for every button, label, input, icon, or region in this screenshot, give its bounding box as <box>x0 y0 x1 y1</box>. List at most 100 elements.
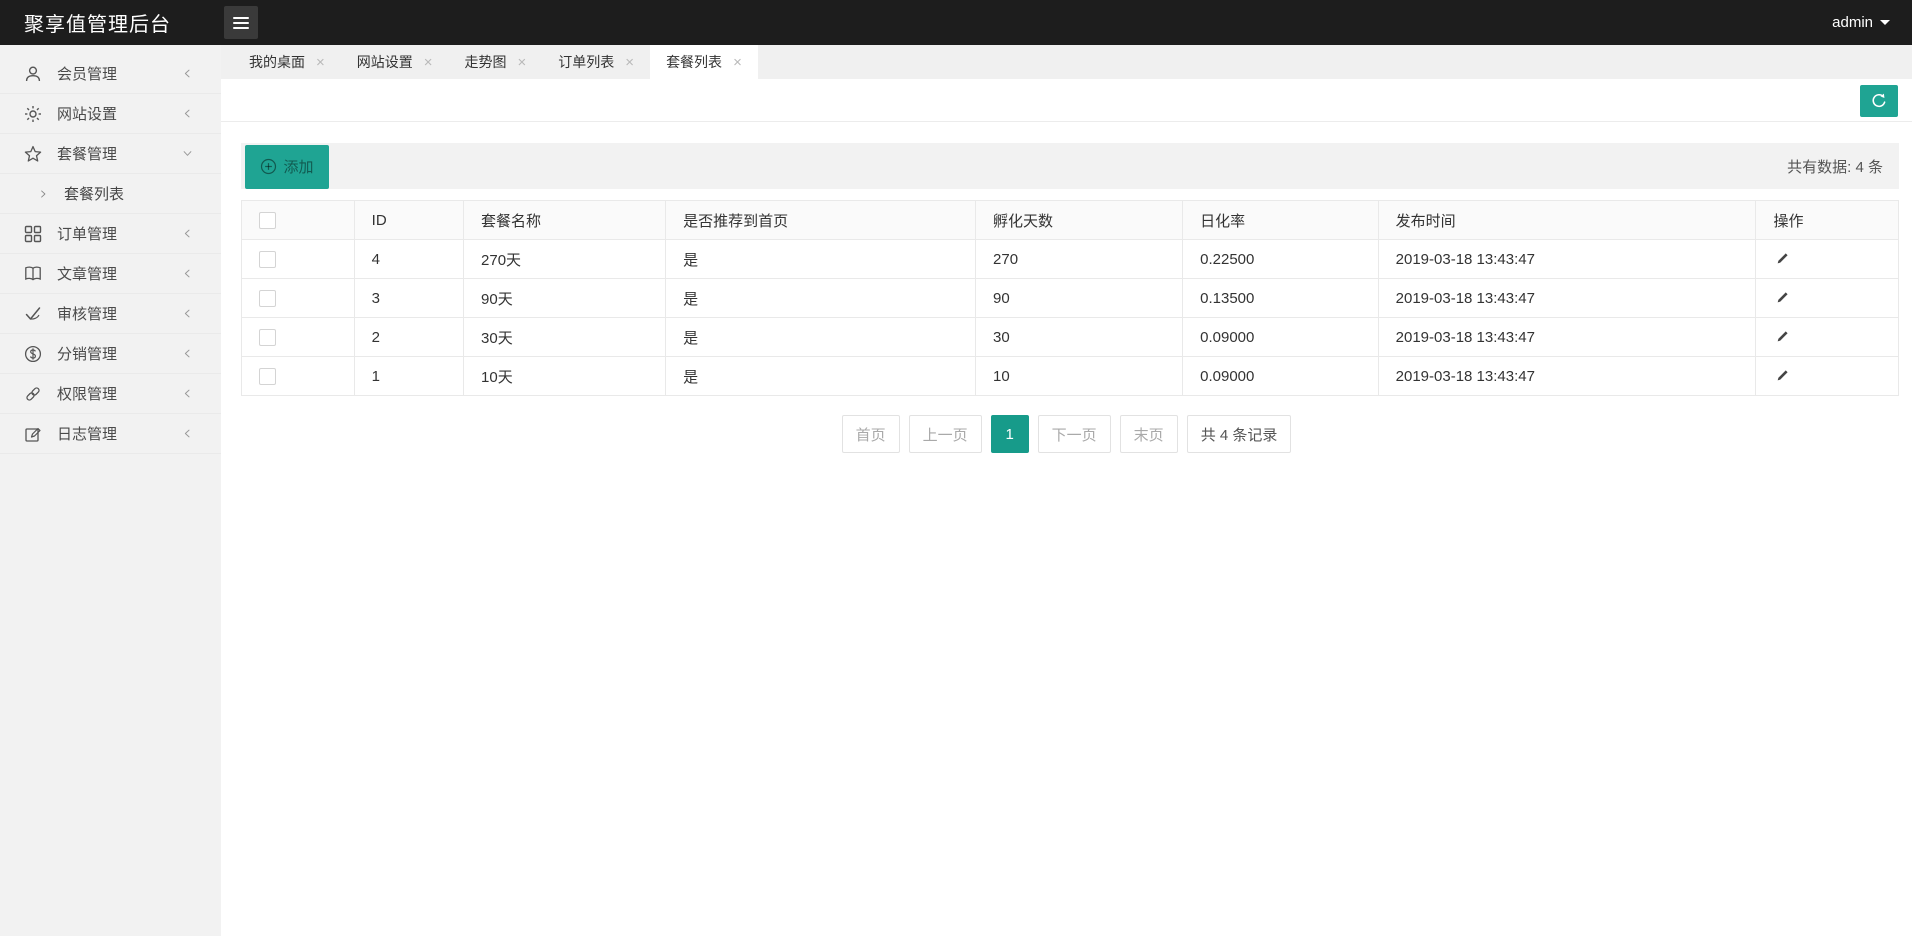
table-row: 3 90天 是 90 0.13500 2019-03-18 13:43:47 <box>241 278 1899 318</box>
column-header-hatch-days: 孵化天数 <box>975 200 1184 240</box>
data-count-label: 共有数据: 4 条 <box>1787 158 1883 176</box>
tab-close-icon[interactable]: × <box>517 53 527 71</box>
page-next-button[interactable]: 下一页 <box>1037 415 1111 453</box>
package-table: ID 套餐名称 是否推荐到首页 孵化天数 日化率 发布时间 操作 4 <box>241 200 1899 396</box>
cell-daily-rate: 0.09000 <box>1182 317 1379 357</box>
cell-publish-time: 2019-03-18 13:43:47 <box>1377 317 1757 357</box>
cell-hatch-days: 30 <box>975 317 1184 357</box>
edit-row-button[interactable] <box>1773 249 1792 268</box>
row-checkbox[interactable] <box>259 250 276 268</box>
row-checkbox[interactable] <box>259 289 276 307</box>
sidebar-item-label: 权限管理 <box>57 386 118 403</box>
tab-order-list[interactable]: 订单列表 × <box>542 45 650 79</box>
row-checkbox[interactable] <box>259 328 276 346</box>
sidebar-item-permissions[interactable]: 权限管理 <box>0 374 221 414</box>
select-all-checkbox[interactable] <box>259 211 276 229</box>
column-header-publish-time: 发布时间 <box>1377 200 1757 240</box>
sidebar-item-orders[interactable]: 订单管理 <box>0 214 221 254</box>
pencil-icon <box>1775 251 1790 266</box>
table-row: 4 270天 是 270 0.22500 2019-03-18 13:43:47 <box>241 239 1899 279</box>
user-menu[interactable]: admin <box>1832 14 1890 31</box>
pencil-icon <box>1775 329 1790 344</box>
sidebar-subitem-package-list[interactable]: 套餐列表 <box>0 174 221 214</box>
sidebar-item-audit[interactable]: 审核管理 <box>0 294 221 334</box>
sidebar-item-articles[interactable]: 文章管理 <box>0 254 221 294</box>
chevron-left-icon <box>182 68 193 79</box>
edit-icon <box>24 425 42 443</box>
sidebar-item-label: 日志管理 <box>57 426 118 443</box>
toolbar: 添加 共有数据: 4 条 <box>241 143 1899 189</box>
add-button[interactable]: 添加 <box>245 144 329 189</box>
cell-recommend: 是 <box>665 317 977 357</box>
page-prev-button[interactable]: 上一页 <box>908 415 982 453</box>
page-first-button[interactable]: 首页 <box>841 415 900 453</box>
tab-package-list[interactable]: 套餐列表 × <box>650 45 758 79</box>
row-checkbox[interactable] <box>259 367 276 385</box>
tab-label: 套餐列表 <box>666 54 723 70</box>
audit-icon <box>24 305 42 323</box>
sidebar-item-label: 套餐管理 <box>57 146 118 163</box>
username-label: admin <box>1832 14 1873 31</box>
sidebar-item-distribution[interactable]: 分销管理 <box>0 334 221 374</box>
sidebar-item-members[interactable]: 会员管理 <box>0 54 221 94</box>
cell-id: 1 <box>353 356 465 396</box>
tab-label: 走势图 <box>464 54 507 70</box>
edit-row-button[interactable] <box>1773 288 1792 307</box>
content-header-strip <box>221 79 1912 122</box>
sidebar-toggle-button[interactable] <box>224 6 258 39</box>
table-row: 2 30天 是 30 0.09000 2019-03-18 13:43:47 <box>241 317 1899 357</box>
plus-circle-icon <box>260 158 277 175</box>
cell-publish-time: 2019-03-18 13:43:47 <box>1377 239 1757 279</box>
sidebar-item-label: 审核管理 <box>57 306 118 323</box>
column-header-package-name: 套餐名称 <box>463 200 667 240</box>
sidebar-item-site-settings[interactable]: 网站设置 <box>0 94 221 134</box>
sidebar-item-label: 会员管理 <box>57 66 118 83</box>
cell-recommend: 是 <box>665 356 977 396</box>
page-number-button[interactable]: 1 <box>990 415 1029 453</box>
book-icon <box>24 265 42 283</box>
cell-package-name: 90天 <box>463 278 667 318</box>
add-button-label: 添加 <box>283 159 314 176</box>
chevron-left-icon <box>182 268 193 279</box>
cell-publish-time: 2019-03-18 13:43:47 <box>1377 356 1757 396</box>
table-row: 1 10天 是 10 0.09000 2019-03-18 13:43:47 <box>241 356 1899 396</box>
tab-close-icon[interactable]: × <box>423 53 433 71</box>
tab-desktop[interactable]: 我的桌面 × <box>233 45 341 79</box>
tab-label: 我的桌面 <box>249 54 305 70</box>
page-last-button[interactable]: 末页 <box>1119 415 1178 453</box>
tab-close-icon[interactable]: × <box>316 53 325 71</box>
chevron-left-icon <box>182 348 193 359</box>
dollar-icon <box>24 345 42 363</box>
column-header-id: ID <box>353 200 465 240</box>
tab-close-icon[interactable]: × <box>733 53 742 71</box>
edit-row-button[interactable] <box>1773 327 1792 346</box>
cell-id: 4 <box>353 239 465 279</box>
tab-label: 网站设置 <box>356 54 413 70</box>
tab-label: 订单列表 <box>558 54 615 70</box>
chevron-left-icon <box>182 308 193 319</box>
sidebar-item-label: 网站设置 <box>57 106 118 123</box>
refresh-button[interactable] <box>1860 85 1898 117</box>
edit-row-button[interactable] <box>1773 366 1792 385</box>
tab-trend-chart[interactable]: 走势图 × <box>449 45 543 79</box>
pagination: 首页 上一页 1 下一页 末页 共 4 条记录 <box>221 415 1912 453</box>
chevron-left-icon <box>182 428 193 439</box>
caret-down-icon <box>1880 20 1890 30</box>
cell-hatch-days: 10 <box>975 356 1184 396</box>
cell-daily-rate: 0.09000 <box>1182 356 1379 396</box>
pencil-icon <box>1775 368 1790 383</box>
sidebar-item-label: 文章管理 <box>57 266 118 283</box>
sidebar-item-logs[interactable]: 日志管理 <box>0 414 221 454</box>
app-title: 聚享值管理后台 <box>24 14 171 36</box>
cell-daily-rate: 0.22500 <box>1182 239 1379 279</box>
tab-site-settings[interactable]: 网站设置 × <box>341 45 449 79</box>
record-count-label: 共 4 条记录 <box>1186 415 1292 453</box>
cell-id: 3 <box>353 278 465 318</box>
arrow-right-icon <box>38 189 48 199</box>
column-header-daily-rate: 日化率 <box>1182 200 1379 240</box>
sidebar-item-packages[interactable]: 套餐管理 <box>0 134 221 174</box>
cell-recommend: 是 <box>665 278 977 318</box>
link-icon <box>24 385 42 403</box>
gear-icon <box>24 105 42 123</box>
tab-close-icon[interactable]: × <box>625 53 635 71</box>
